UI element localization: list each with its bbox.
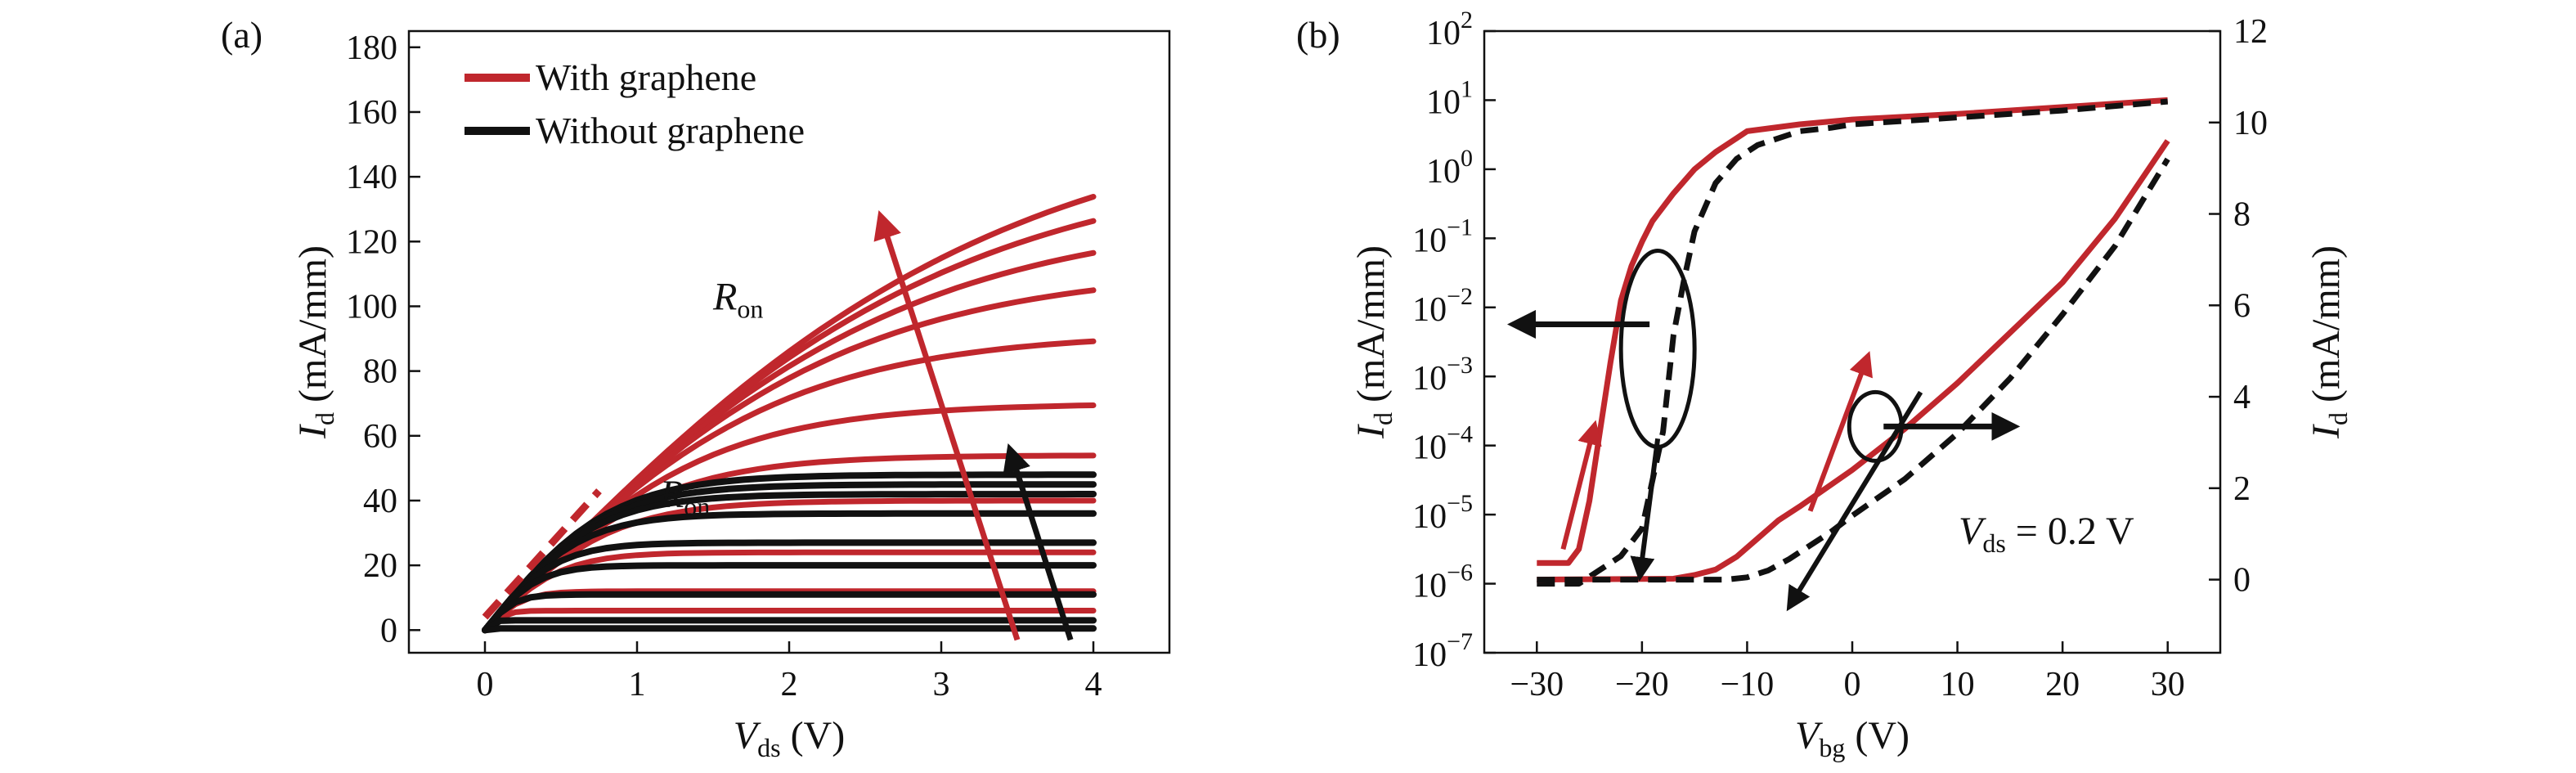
panel-a-x-tick-label: 4 bbox=[1085, 666, 1102, 703]
without-graphene-curve bbox=[482, 510, 1097, 634]
hysteresis-arrow bbox=[1630, 438, 1661, 582]
panel-a-y-tick-label: 20 bbox=[363, 547, 397, 585]
panel-a-y-tick-label: 60 bbox=[363, 418, 397, 456]
without-graphene-curve bbox=[482, 491, 1097, 634]
ron-annotation-red: Ron bbox=[712, 275, 763, 323]
ron-annotation-black: Ron bbox=[659, 473, 710, 521]
panel-a-y-tick-label: 0 bbox=[380, 612, 397, 649]
panel-b-x-tick-label: 0 bbox=[1844, 666, 1861, 703]
panel-b-right-y-tick-label: 2 bbox=[2233, 470, 2251, 508]
panel-b-left-y-tick-label: 10−6 bbox=[1412, 560, 1473, 605]
panel-b-x-tick-label: −10 bbox=[1721, 666, 1775, 703]
with-graphene-curve bbox=[482, 287, 1097, 633]
panel-b-left-y-ticks: 102 101 100 10−1 10−2 10−3 10−4 10−5 10−6 10−7 bbox=[1412, 7, 1496, 674]
panel-a-overlays bbox=[873, 209, 1074, 641]
with-graphene-curve bbox=[482, 608, 1097, 633]
panel-a: (a) 0 1 2 3 4 0 20 40 60 80 100 120 140 160 180 With … bbox=[221, 14, 1171, 762]
without-graphene-curve bbox=[482, 625, 1097, 634]
panel-b-x-label: Vbg (V) bbox=[1795, 714, 1910, 762]
panel-b-x-tick-label: 10 bbox=[1941, 666, 1975, 703]
without-graphene-curve bbox=[482, 591, 1097, 634]
panel-b-left-y-tick-label: 10−1 bbox=[1412, 213, 1473, 259]
panel-b: (b) −30 −20 −10 0 10 20 30 10210110010−110−210… bbox=[1296, 7, 2353, 762]
panel-b-right-y-tick-label: 6 bbox=[2233, 287, 2251, 325]
panel-b-frame bbox=[1483, 29, 2222, 654]
panel-a-y-ticks: 0 20 40 60 80 100 120 140 160 180 bbox=[346, 29, 420, 649]
panel-a-y-tick-label: 80 bbox=[363, 353, 397, 391]
panel-a-x-tick-label: 0 bbox=[477, 666, 494, 703]
panel-b-right-y-tick-label: 0 bbox=[2233, 562, 2251, 600]
panel-b-left-y-label: Id (mA/mm) bbox=[1349, 245, 1398, 439]
panel-a-y-tick-label: 120 bbox=[346, 223, 397, 261]
without-graphene-curve bbox=[482, 617, 1097, 634]
panel-b-right-y-tick-label: 10 bbox=[2233, 105, 2268, 142]
panel-a-y-tick-label: 160 bbox=[346, 94, 397, 132]
legend-without-graphene: Without graphene bbox=[536, 110, 805, 151]
vds-condition-label: Vds = 0.2 V bbox=[1959, 510, 2134, 558]
panel-b-right-y-tick-label: 8 bbox=[2233, 196, 2251, 234]
panel-b-overlays bbox=[1507, 248, 2021, 612]
panel-a-x-ticks: 0 1 2 3 4 bbox=[477, 641, 1102, 703]
panel-b-x-tick-label: 20 bbox=[2045, 666, 2080, 703]
panel-b-left-y-tick-label: 10−5 bbox=[1412, 490, 1473, 536]
panel-b-x-tick-label: −30 bbox=[1510, 666, 1564, 703]
panel-a-x-label: Vds (V) bbox=[734, 714, 845, 762]
panel-a-x-tick-label: 3 bbox=[933, 666, 950, 703]
panel-b-right-y-tick-label: 12 bbox=[2233, 13, 2268, 51]
panel-a-legend: With graphene Without graphene bbox=[464, 56, 805, 151]
red-gate-arrow bbox=[873, 209, 1021, 641]
panel-b-label: (b) bbox=[1296, 14, 1340, 56]
panel-b-left-y-tick-label: 10−2 bbox=[1412, 283, 1473, 329]
panel-b-right-y-ticks: 0 2 4 6 8 10 12 bbox=[2209, 13, 2268, 600]
panel-b-right-y-label: Id (mA/mm) bbox=[2304, 245, 2353, 439]
with-graphene-log-curve bbox=[1537, 97, 2168, 566]
panel-b-x-tick-label: −20 bbox=[1615, 666, 1669, 703]
panel-b-left-y-tick-label: 10−3 bbox=[1412, 352, 1473, 398]
panel-a-series bbox=[482, 194, 1097, 634]
panel-b-left-y-tick-label: 10−7 bbox=[1412, 628, 1473, 674]
with-graphene-linear-curve bbox=[1537, 139, 2170, 583]
panel-b-left-y-tick-label: 10−4 bbox=[1412, 421, 1473, 467]
panel-a-label: (a) bbox=[221, 14, 263, 56]
panel-b-left-y-tick-label: 102 bbox=[1426, 7, 1473, 52]
black-gate-arrow bbox=[1003, 443, 1074, 641]
hysteresis-arrow bbox=[1560, 420, 1602, 551]
panel-a-y-tick-label: 100 bbox=[346, 288, 397, 326]
panel-a-y-tick-label: 40 bbox=[363, 483, 397, 520]
panel-b-x-tick-label: 30 bbox=[2151, 666, 2185, 703]
ron-dashed-line bbox=[482, 488, 602, 620]
panel-a-x-tick-label: 2 bbox=[781, 666, 798, 703]
hysteresis-arrow bbox=[1807, 351, 1873, 512]
legend-with-graphene: With graphene bbox=[536, 56, 756, 98]
panel-a-y-label: Id (mA/mm) bbox=[291, 245, 339, 439]
panel-b-x-ticks: −30 −20 −10 0 10 20 30 bbox=[1510, 641, 2185, 703]
without-graphene-log-curve bbox=[1537, 98, 2168, 587]
panel-b-right-y-tick-label: 4 bbox=[2233, 379, 2251, 416]
with-graphene-curve bbox=[482, 249, 1097, 633]
panel-b-left-y-tick-label: 101 bbox=[1426, 75, 1473, 121]
panel-b-left-y-tick-label: 100 bbox=[1426, 145, 1473, 191]
left-axis-indicator-ellipse bbox=[1618, 248, 1697, 449]
with-graphene-curve bbox=[482, 497, 1097, 633]
without-graphene-curve bbox=[482, 539, 1097, 634]
panel-a-y-tick-label: 140 bbox=[346, 159, 397, 196]
panel-a-x-tick-label: 1 bbox=[629, 666, 646, 703]
panel-a-y-tick-label: 180 bbox=[346, 29, 397, 67]
